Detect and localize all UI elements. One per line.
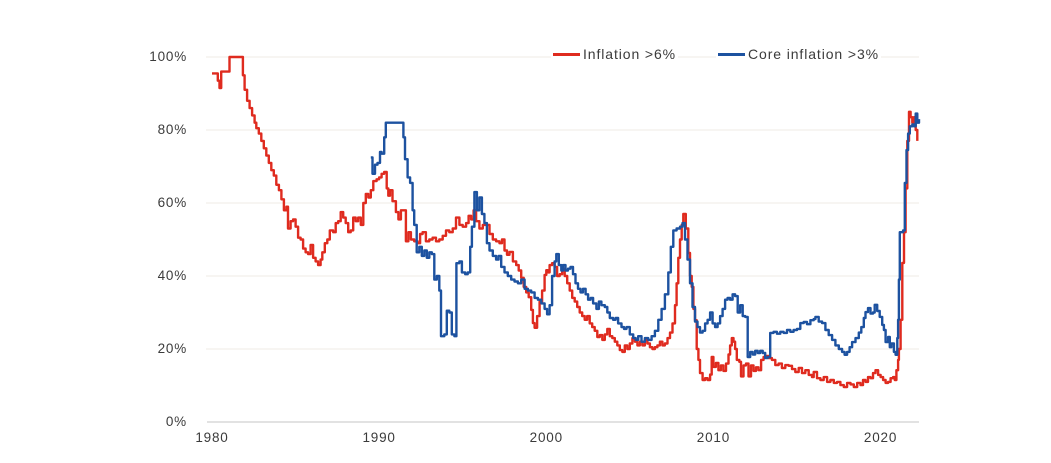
red-line-swatch-icon [553,52,580,56]
legend-label-inflation: Inflation >6% [583,46,677,62]
legend-item-core-inflation: Core inflation >3% [716,45,881,63]
legend-item-inflation: Inflation >6% [551,45,679,63]
y-tick-label: 20% [157,341,187,356]
x-tick-label: 1980 [195,430,229,445]
y-tick-label: 40% [157,268,187,283]
y-tick-label: 60% [157,195,187,210]
x-tick-label: 1990 [362,430,396,445]
y-tick-label: 100% [149,49,187,64]
y-tick-label: 80% [157,122,187,137]
x-tick-label: 2000 [529,430,563,445]
legend-label-core-inflation: Core inflation >3% [748,46,879,62]
x-tick-label: 2020 [863,430,898,445]
series-line-core-inflation [370,112,921,360]
x-tick-label: 2010 [696,430,731,445]
series-line-inflation [212,55,919,389]
blue-line-swatch-icon [718,52,745,56]
y-tick-label: 0% [165,414,187,429]
